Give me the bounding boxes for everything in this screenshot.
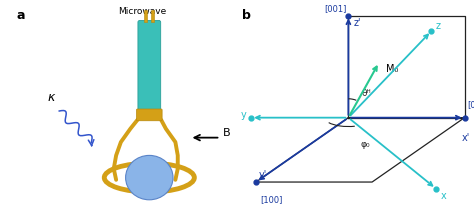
Text: z': z': [353, 18, 361, 28]
Text: [010]: [010]: [467, 100, 474, 109]
Text: a: a: [17, 9, 25, 22]
FancyBboxPatch shape: [138, 20, 161, 113]
Text: θᴴ: θᴴ: [361, 89, 371, 98]
FancyBboxPatch shape: [137, 109, 162, 121]
Circle shape: [126, 155, 173, 200]
Text: b: b: [242, 9, 251, 22]
Text: x': x': [462, 133, 470, 143]
Bar: [144, 10, 147, 22]
Text: φ₀: φ₀: [360, 140, 370, 149]
Text: κ: κ: [47, 91, 55, 104]
Text: Microwave: Microwave: [118, 7, 166, 16]
Text: [001]: [001]: [325, 4, 347, 13]
Bar: [151, 10, 154, 22]
Text: x: x: [441, 191, 447, 201]
Text: y': y': [258, 170, 266, 180]
Text: z: z: [436, 21, 441, 31]
Text: [100]: [100]: [261, 195, 283, 204]
Text: M₀: M₀: [386, 64, 399, 74]
Text: B: B: [223, 128, 230, 138]
Text: y: y: [241, 110, 246, 121]
